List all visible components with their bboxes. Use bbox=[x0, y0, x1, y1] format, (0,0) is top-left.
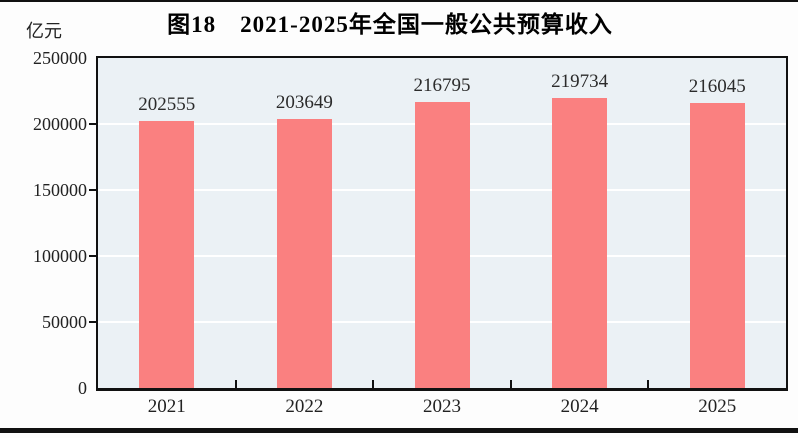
y-axis-label: 150000 bbox=[33, 180, 87, 200]
plot-area: 202555 203649 216795 219734 216045 bbox=[96, 56, 788, 391]
x-axis-label: 2021 bbox=[147, 396, 186, 417]
x-axis-label: 2024 bbox=[560, 396, 599, 417]
x-axis-tick bbox=[647, 380, 650, 388]
bar-value-label: 203649 bbox=[275, 92, 333, 114]
bar-2022 bbox=[276, 119, 332, 388]
bottom-divider bbox=[0, 428, 798, 433]
bar-chart-canvas: 202555 203649 216795 219734 216045 bbox=[98, 58, 786, 388]
x-axis-tick bbox=[372, 380, 375, 388]
y-axis-label: 100000 bbox=[33, 246, 87, 266]
bar-value-label: 202555 bbox=[138, 93, 196, 115]
y-axis-unit-label: 亿元 bbox=[26, 21, 62, 41]
y-axis-tick bbox=[89, 321, 96, 323]
y-axis-label: 200000 bbox=[33, 114, 87, 134]
x-axis-tick bbox=[234, 380, 237, 388]
y-axis-label: 0 bbox=[78, 378, 87, 398]
y-axis-label: 250000 bbox=[33, 48, 87, 68]
x-axis-label: 2022 bbox=[285, 396, 324, 417]
y-axis-tick bbox=[89, 123, 96, 125]
bar-value-label: 216795 bbox=[413, 74, 471, 96]
bar-2024 bbox=[552, 97, 608, 388]
bar-2021 bbox=[139, 120, 195, 388]
chart-title: 图18 2021-2025年全国一般公共预算收入 bbox=[167, 12, 613, 37]
x-axis-label: 2025 bbox=[698, 396, 737, 417]
x-axis-label: 2023 bbox=[422, 396, 461, 417]
y-axis-tick bbox=[89, 189, 96, 191]
y-axis-tick bbox=[89, 255, 96, 257]
y-axis-label: 50000 bbox=[42, 312, 87, 332]
x-axis-tick bbox=[509, 380, 512, 388]
bar-2023 bbox=[414, 101, 470, 388]
bar-value-label: 219734 bbox=[551, 70, 609, 92]
top-divider bbox=[0, 0, 798, 2]
bar-value-label: 216045 bbox=[688, 75, 746, 97]
bar-2025 bbox=[689, 102, 745, 388]
